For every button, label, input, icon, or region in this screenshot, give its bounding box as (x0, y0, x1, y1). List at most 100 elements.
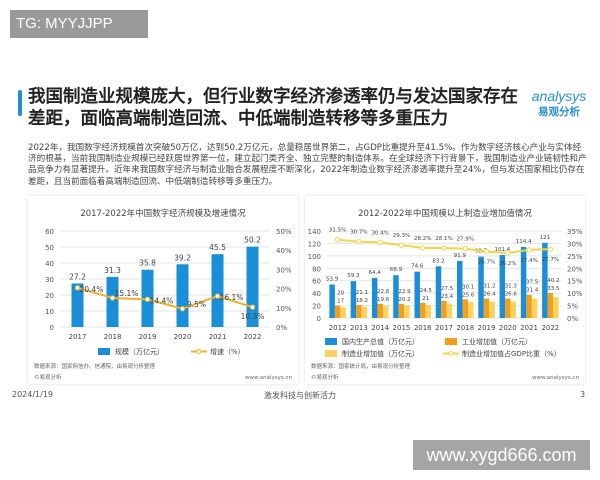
analysys-logo: analysys 易观分析 (525, 88, 593, 119)
x-tick-label: 2012 (329, 324, 347, 332)
data-label: 53.9 (326, 277, 339, 283)
bar (361, 306, 368, 318)
x-tick-label: 2022 (541, 324, 559, 332)
y2-tick-label: 30% (567, 240, 583, 248)
y2-tick-label: 10% (567, 290, 583, 298)
bar (520, 246, 527, 318)
line-point (334, 237, 341, 243)
digital-economy-chart: 2017-2022年中国数字经济规模及增速情况 0 10 20 30 40 50 60 0% 10… (34, 208, 293, 381)
x-tick-label: 2017 (69, 333, 87, 341)
y-tick-label: 80 (312, 265, 321, 273)
data-label: 17 (337, 299, 344, 305)
line-point (483, 248, 490, 255)
legend-label: 增速（%） (210, 347, 245, 356)
bar (531, 298, 538, 318)
line-point (526, 247, 532, 253)
y-tick-label: 140 (308, 228, 321, 236)
line-point (377, 239, 383, 246)
x-tick-label: 2015 (393, 324, 411, 332)
body-paragraph: 2022年，我国数字经济规模首次突破50万亿，达到50.2万亿元，总量稳居世界第… (28, 143, 587, 187)
bar (340, 307, 346, 318)
data-label: 21.1 (356, 290, 368, 296)
x-tick-label: 2021 (520, 324, 538, 332)
line-data-label: 20.4% (80, 285, 104, 294)
chart-panel-manufacturing: 2012-2022年中国规模以上制造业增加值情况 0 20 40 60 80 100 120 1… (305, 196, 585, 384)
bar (462, 299, 469, 318)
y-tick-label: 60 (45, 228, 54, 236)
chart-title: 2017-2022年中国数字经济规模及增速情况 (80, 208, 246, 219)
data-label: 22.9 (398, 289, 411, 295)
copyright: ©易观分析 (34, 373, 62, 381)
top-watermark: TG: MYYJJPP (10, 10, 148, 38)
line-data-label: 26.2% (499, 261, 516, 267)
y2-tick-label: 35% (567, 228, 583, 236)
bar (425, 304, 431, 318)
bar (382, 305, 389, 318)
x-tick-label: 2013 (350, 324, 368, 332)
line-point (420, 245, 426, 251)
y-tick-label: 0 (317, 315, 321, 323)
bar (334, 305, 341, 318)
bar (350, 281, 357, 318)
line-point (109, 295, 116, 301)
bar (419, 302, 426, 318)
bar (499, 254, 506, 318)
x-tick-label: 2014 (371, 324, 389, 332)
data-label: 121 (540, 235, 551, 241)
y2-tick-label: 25% (567, 253, 583, 261)
line-data-label: 27.7% (542, 257, 559, 263)
legend-swatch (98, 348, 110, 355)
line-point (214, 293, 221, 299)
x-tick-label: 2021 (209, 333, 227, 341)
y-tick-label: 20 (312, 303, 321, 311)
bar (547, 293, 554, 318)
data-label: 74.6 (411, 264, 424, 270)
legend-swatch (445, 338, 457, 345)
bar (176, 264, 189, 327)
legend-swatch (325, 338, 337, 345)
y-tick-label: 50 (45, 244, 54, 252)
data-label: 91.9 (454, 253, 467, 259)
x-tick-label: 2022 (244, 333, 262, 341)
bar (377, 303, 383, 318)
x-tick-label: 2017 (435, 324, 453, 332)
data-label: 25.6 (462, 292, 475, 298)
y-tick-label: 100 (308, 253, 321, 261)
y-tick-label: 40 (312, 290, 321, 298)
line-data-label: 28.1% (435, 236, 452, 242)
bar (414, 271, 420, 318)
line-point (462, 245, 468, 252)
y2-tick-label: 50% (276, 228, 292, 236)
legend-swatch (325, 350, 337, 357)
bar (446, 303, 453, 318)
y2-tick-label: 0% (567, 315, 578, 323)
bar (468, 302, 474, 318)
line-data-label: 29.3% (393, 233, 410, 239)
line-point (356, 238, 362, 245)
bar (329, 284, 335, 318)
data-label: 101.4 (494, 247, 510, 253)
y-tick-label: 30 (45, 276, 54, 284)
x-tick-label: 2020 (499, 324, 517, 332)
line-data-label: 30.4% (371, 230, 388, 236)
data-label: 24.5 (420, 288, 433, 294)
bar (393, 275, 399, 318)
data-label: 31.4 (526, 288, 539, 294)
site-url: www.analysys.cn (245, 375, 293, 381)
data-label: 35.8 (139, 259, 156, 268)
data-label: 40.2 (547, 278, 559, 284)
chart-title: 2012-2022年中国规模以上制造业增加值情况 (358, 208, 532, 219)
bar (457, 260, 463, 318)
bar (489, 301, 495, 318)
y-tick-label: 10 (45, 308, 54, 316)
bar (371, 277, 378, 318)
manufacturing-chart: 2012-2022年中国规模以上制造业增加值情况 0 20 40 60 80 100 120 1… (308, 208, 583, 381)
line-point (144, 296, 151, 303)
page-number: 3 (580, 390, 586, 399)
line-point (179, 306, 186, 312)
bar (435, 266, 442, 318)
data-label: 18.2 (356, 298, 368, 304)
bottom-watermark: www.xygd666.com (413, 440, 590, 470)
data-label: 83.2 (432, 258, 444, 264)
line-data-label: 14.4% (150, 296, 174, 305)
